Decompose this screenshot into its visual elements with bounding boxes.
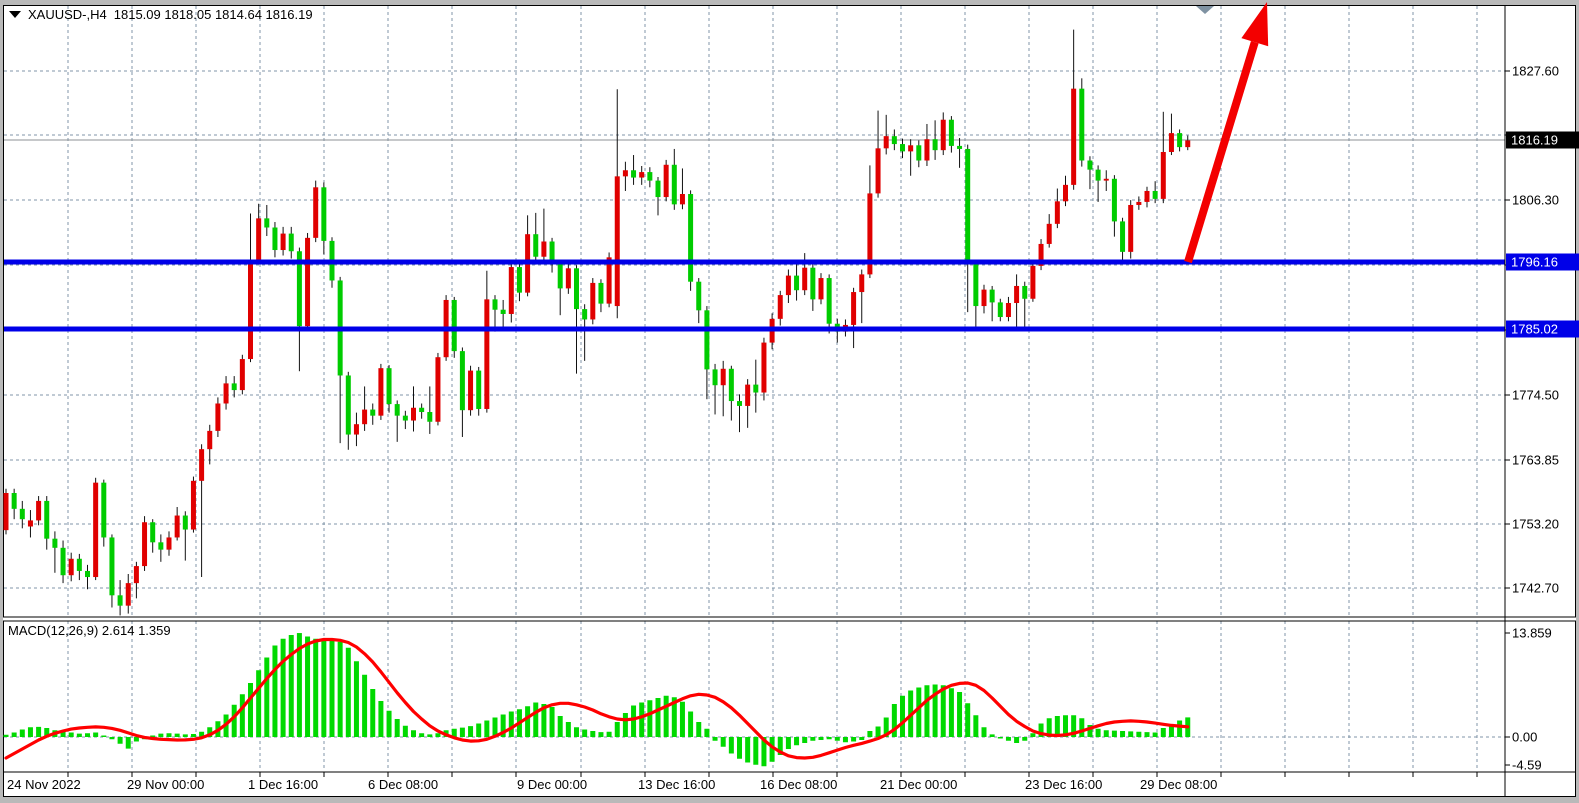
price-axis[interactable] (1506, 6, 1576, 772)
time-axis-label: 6 Dec 08:00 (368, 777, 439, 792)
price-axis-label: 1763.85 (1512, 452, 1559, 468)
price-axis-label: 1742.70 (1512, 580, 1559, 596)
symbol-dropdown-icon[interactable] (9, 11, 21, 18)
price-axis-label: 1827.60 (1512, 63, 1559, 79)
hline-price-badge: 1796.16 (1506, 253, 1579, 271)
time-axis-label: 24 Nov 2022 (7, 777, 81, 792)
time-axis-label: 29 Dec 08:00 (1140, 777, 1218, 792)
price-axis-label: 1774.50 (1512, 387, 1559, 403)
time-axis-label: 13 Dec 16:00 (638, 777, 716, 792)
macd-indicator-label: MACD(12,26,9) 2.614 1.359 (8, 623, 171, 638)
time-axis-label: 23 Dec 16:00 (1025, 777, 1103, 792)
price-axis-label: 1806.30 (1512, 192, 1559, 208)
time-axis-label: 16 Dec 08:00 (760, 777, 838, 792)
time-axis-label: 1 Dec 16:00 (248, 777, 319, 792)
price-axis-label: 1753.20 (1512, 516, 1559, 532)
chart-title: XAUUSD-,H4 1815.09 1818.05 1814.64 1816.… (9, 7, 313, 22)
ohlc-values: 1815.09 1818.05 1814.64 1816.19 (113, 7, 313, 22)
current-price-badge: 1816.19 (1506, 131, 1579, 149)
macd-axis-label: 0.00 (1512, 729, 1538, 745)
symbol-timeframe-label: XAUUSD-,H4 (28, 7, 107, 22)
time-axis-label: 29 Nov 00:00 (127, 777, 205, 792)
time-axis[interactable] (4, 772, 1505, 797)
macd-axis-label: 13.859 (1512, 625, 1552, 641)
main-price-chart[interactable] (4, 6, 1505, 617)
macd-indicator-panel[interactable] (4, 621, 1505, 772)
time-axis-label: 9 Dec 00:00 (517, 777, 588, 792)
hline-price-badge: 1785.02 (1506, 320, 1579, 338)
macd-axis-label: -4.59 (1512, 757, 1542, 773)
time-axis-label: 21 Dec 00:00 (880, 777, 958, 792)
